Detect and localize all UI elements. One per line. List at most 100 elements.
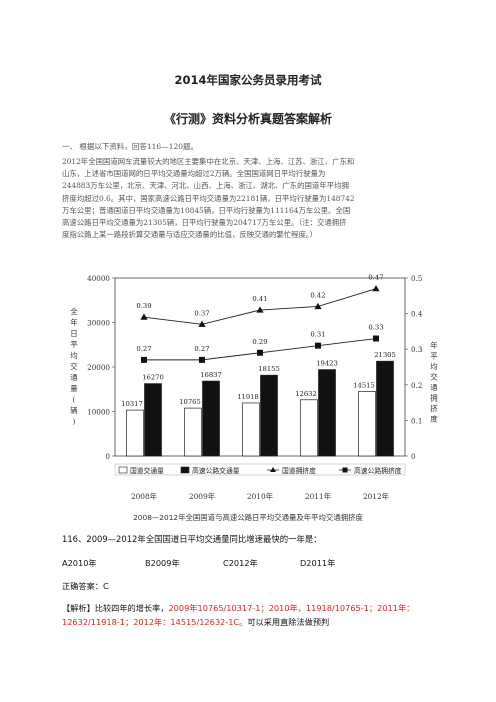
right-axis-label: 年 — [430, 341, 438, 350]
point-value-label: 0.27 — [194, 345, 209, 353]
analysis-text: 比较四年的增长率， — [94, 603, 169, 613]
option-a: A2010年 — [62, 558, 97, 568]
doc-title: 2014年国家公务员录用考试 — [174, 73, 322, 87]
chart-caption: 2008—2012年全国国道与高速公路日平均交通量及年平均交通拥挤度 — [133, 513, 363, 522]
traffic-chart: 01000020000300004000000.10.20.30.40.5全年日… — [70, 274, 438, 501]
point-marker — [140, 313, 148, 320]
point-marker — [373, 335, 379, 342]
analysis-calc: 2009年10765/10317-1；2010年，11918/10765-1；2… — [62, 603, 415, 627]
left-tick-label: 20000 — [87, 363, 110, 372]
paragraph-line: 2012年全国国道网车流量较大的地区主要集中在北京、天津、上海、江苏、浙江、广东… — [62, 157, 355, 166]
point-value-label: 0.31 — [310, 331, 325, 339]
material-paragraph: 2012年全国国道网车流量较大的地区主要集中在北京、天津、上海、江苏、浙江、广东… — [62, 156, 437, 241]
left-axis-label: 全 — [70, 307, 78, 316]
question-116: 116、2009—2012年全国国道日平均交通量同比增速最快的一年是： — [62, 534, 322, 544]
bar-value-label: 19423 — [316, 360, 338, 368]
point-marker — [141, 356, 147, 363]
bar-value-label: 16270 — [142, 374, 164, 382]
right-tick-label: 0.1 — [411, 416, 422, 425]
right-axis-label: 拥 — [430, 394, 437, 403]
paragraph-line: 度指公路上某一路段折算交通量与适应交通量的比值，反映交通的繁忙程度。） — [62, 230, 317, 240]
bar-value-label: 11918 — [237, 393, 259, 401]
left-tick-label: 40000 — [87, 274, 110, 283]
option-b: B2009年 — [145, 558, 180, 568]
bar — [376, 360, 394, 457]
category-label: 2010年 — [247, 492, 274, 501]
right-axis-label: 平 — [430, 352, 437, 361]
left-axis-label: 平 — [70, 340, 77, 349]
right-axis-label: 均 — [430, 362, 437, 371]
legend-marker — [342, 467, 348, 473]
option-d: D2011年 — [300, 558, 336, 568]
point-value-label: 0.41 — [252, 295, 267, 303]
point-marker — [315, 342, 321, 349]
left-axis-label: 通 — [70, 373, 78, 382]
doc-subtitle: 《行测》资料分析真题答案解析 — [163, 112, 332, 126]
right-tick-label: 0.4 — [411, 310, 423, 319]
right-axis-label: 通 — [430, 383, 438, 392]
bar-value-label: 10765 — [179, 398, 201, 406]
bar — [202, 380, 220, 457]
left-tick-label: 10000 — [87, 408, 110, 417]
bar — [260, 374, 278, 457]
left-tick-label: 30000 — [87, 319, 110, 328]
point-marker — [314, 302, 322, 310]
bar-value-label: 10317 — [121, 400, 143, 408]
category-label: 2009年 — [189, 492, 216, 501]
legend-label: 高速公路交通量 — [192, 466, 240, 475]
left-axis-label: 量 — [70, 384, 78, 393]
right-tick-label: 0.2 — [411, 381, 422, 390]
section-heading: 一、 根据以下资料，回答116—120题。 — [62, 142, 199, 151]
bar — [184, 407, 202, 457]
bar-value-label: 14515 — [353, 381, 375, 389]
option-c: C2012年 — [223, 558, 258, 568]
point-value-label: 0.42 — [310, 291, 325, 299]
point-value-label: 0.33 — [368, 324, 383, 332]
point-value-label: 0.29 — [252, 338, 267, 346]
left-tick-label: 0 — [105, 452, 110, 461]
bar-value-label: 18155 — [258, 365, 280, 373]
category-label: 2008年 — [131, 492, 158, 501]
correct-answer: 正确答案：C — [62, 581, 109, 591]
point-marker — [257, 349, 263, 356]
legend-label: 国道交通量 — [130, 466, 164, 475]
right-tick-label: 0.3 — [411, 345, 423, 354]
legend-box — [114, 463, 406, 476]
legend-swatch — [180, 466, 190, 474]
bar-value-label: 21305 — [374, 351, 396, 359]
bar — [318, 369, 336, 457]
point-value-label: 0.37 — [194, 309, 209, 317]
point-marker — [199, 356, 205, 363]
bar — [126, 409, 144, 457]
left-axis-label: 交 — [70, 362, 78, 371]
point-marker — [372, 285, 380, 292]
analysis-text-2: 可以采用直除法做预判 — [247, 616, 330, 627]
point-value-label: 0.39 — [136, 302, 151, 310]
bar-value-label: 16837 — [200, 371, 222, 379]
point-value-label: 0.47 — [368, 274, 383, 282]
left-axis-label: 均 — [70, 351, 77, 360]
analysis: 【解析】比较四年的增长率，2009年10765/10317-1；2010年，11… — [62, 602, 442, 629]
bar — [300, 399, 318, 457]
legend-label: 国道拥挤度 — [282, 466, 316, 475]
category-label: 2011年 — [305, 492, 332, 501]
paragraph-line: 244883万车公里，北京、天津、河北、山西、上海、浙江、湖北、广东的国道年平均… — [62, 181, 349, 191]
point-marker — [256, 306, 264, 313]
legend-label: 高速公路拥挤度 — [354, 466, 402, 475]
paragraph-line: 高速公路日平均交通量为21305辆，日平均行驶量为204717万车公里。（注：交… — [62, 218, 347, 228]
legend-marker — [270, 467, 276, 472]
paragraph-line: 挤度均超过0.6。其中，国家高速公路日平均交通量为22181辆，日平均行驶量为1… — [62, 193, 355, 203]
right-tick-label: 0 — [411, 452, 416, 461]
right-axis-label: 度 — [430, 415, 438, 424]
category-label: 2012年 — [363, 492, 390, 501]
analysis-label: 【解析】 — [62, 603, 95, 613]
bar-value-label: 12632 — [295, 390, 317, 398]
right-tick-label: 0.5 — [411, 274, 423, 283]
point-value-label: 0.27 — [136, 345, 151, 353]
left-axis-label: ( — [73, 395, 76, 404]
legend-swatch — [118, 466, 128, 474]
bar — [144, 383, 162, 457]
bar — [242, 402, 260, 457]
right-axis-label: 交 — [430, 373, 438, 382]
paragraph-line: 山东，上述省市国道网的日平均交通量均超过2万辆。全国国道网日平均行驶量为 — [62, 169, 326, 179]
